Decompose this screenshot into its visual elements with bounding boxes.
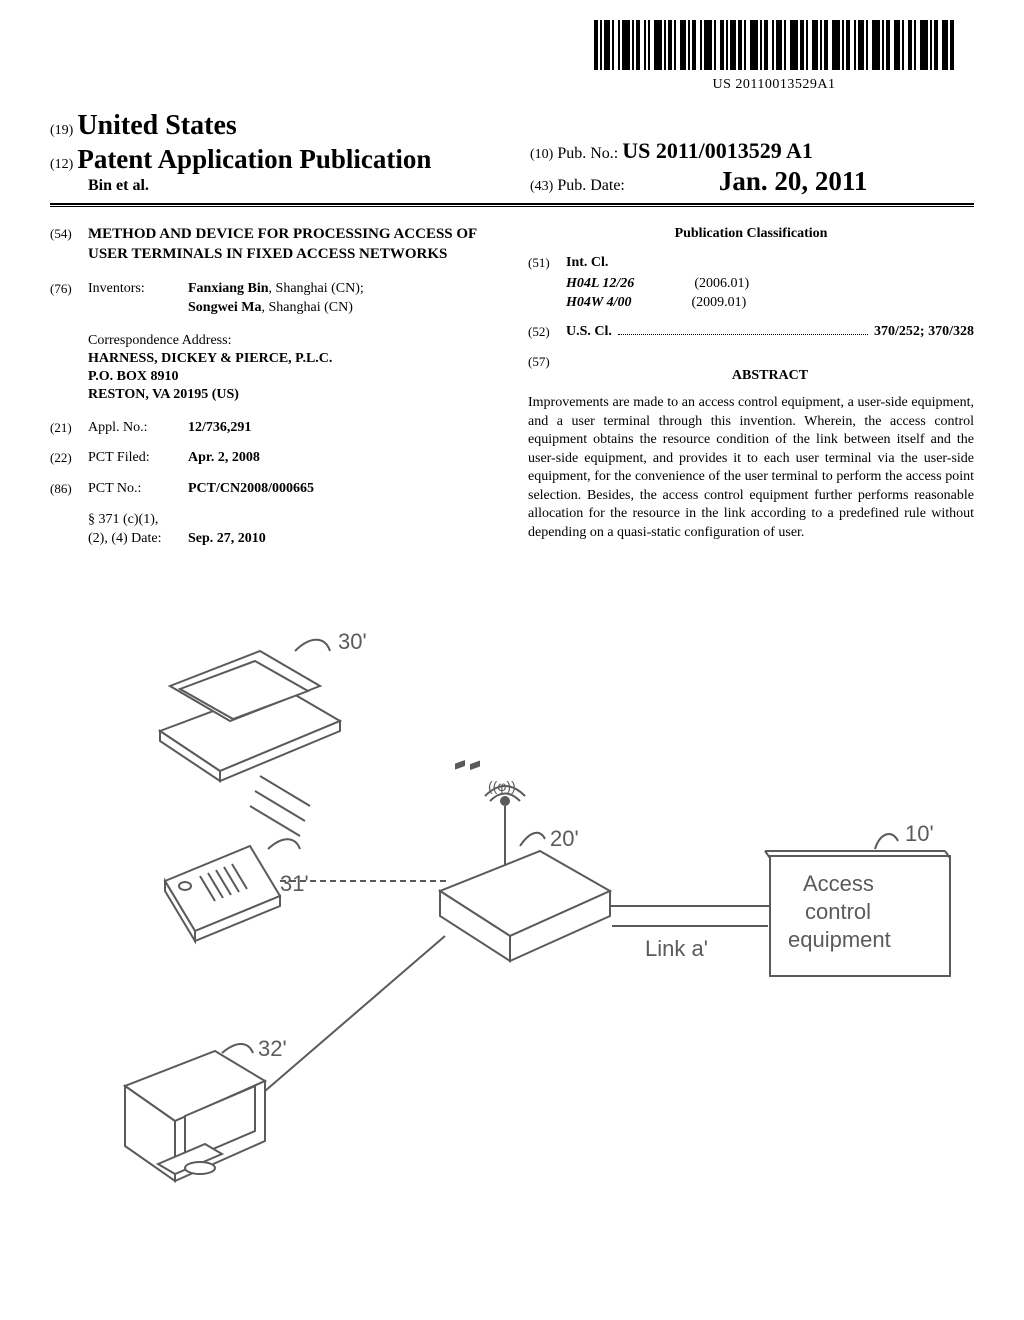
svg-text:((φ)): ((φ))	[488, 778, 516, 794]
divider-thin	[50, 206, 974, 207]
laptop-icon	[160, 651, 340, 781]
inventors-value: Fanxiang Bin, Shanghai (CN); Songwei Ma,…	[188, 280, 496, 318]
inventor-1-name: Fanxiang Bin	[188, 281, 269, 296]
appl-value: 12/736,291	[188, 419, 496, 438]
pub-date: Jan. 20, 2011	[719, 166, 868, 196]
label-10: 10'	[905, 821, 934, 846]
uscl-dots	[618, 323, 868, 335]
appl-num-tag: (21)	[50, 419, 88, 438]
inventors-field-num: (76)	[50, 280, 88, 318]
label-20: 20'	[550, 826, 579, 851]
access-control-box: Access control equipment	[765, 851, 950, 976]
leader-20	[520, 833, 545, 846]
intcl1-code: H04L 12/26	[566, 276, 634, 291]
inventor-1-loc: , Shanghai (CN);	[269, 281, 364, 296]
invention-title: METHOD AND DEVICE FOR PROCESSING ACCESS …	[88, 225, 496, 264]
header-43-prefix: (43)	[530, 179, 553, 194]
phone-icon	[165, 846, 280, 941]
correspondence-label: Correspondence Address:	[88, 332, 496, 350]
s371-label: § 371 (c)(1),	[88, 511, 158, 530]
pct-filed-tag: (22)	[50, 449, 88, 468]
s371-value: Sep. 27, 2010	[188, 530, 496, 549]
figure-svg: 30' 31'	[50, 591, 970, 1211]
header-12-prefix: (12)	[50, 157, 73, 172]
intcl-code-2: H04W 4/00 (2009.01)	[566, 294, 974, 313]
box-line3: equipment	[788, 927, 891, 952]
bibliographic-columns: (54) METHOD AND DEVICE FOR PROCESSING AC…	[50, 225, 974, 561]
intcl1-year: (2006.01)	[694, 276, 749, 291]
pct-filed-label: PCT Filed:	[88, 449, 188, 468]
s371-spacer	[50, 511, 88, 530]
publication-right-block: (10) Pub. No.: US 2011/0013529 A1 (43) P…	[530, 138, 867, 197]
pub-classification-title: Publication Classification	[528, 225, 974, 244]
intcl-tag: (51)	[528, 254, 566, 273]
barcode-area: US 20110013529A1	[594, 20, 954, 93]
inventors-label: Inventors:	[88, 280, 188, 318]
correspondence-address: Correspondence Address: HARNESS, DICKEY …	[88, 332, 496, 405]
intcl-label: Int. Cl.	[566, 254, 608, 273]
box-line1: Access	[803, 871, 874, 896]
header-43-label: Pub. Date:	[557, 177, 625, 194]
abstract-title: ABSTRACT	[566, 367, 974, 386]
header-country: United States	[77, 110, 236, 141]
correspondence-name: HARNESS, DICKEY & PIERCE, P.L.C.	[88, 350, 496, 368]
box-line2: control	[805, 899, 871, 924]
header-10-prefix: (10)	[530, 147, 553, 162]
pct-no-value: PCT/CN2008/000665	[188, 480, 496, 499]
inventor-2-name: Songwei Ma	[188, 300, 262, 315]
pct-no-tag: (86)	[50, 480, 88, 499]
gateway-icon: ((φ))	[440, 760, 610, 961]
correspondence-line3: RESTON, VA 20195 (US)	[88, 386, 496, 404]
s371-spacer2	[50, 530, 88, 549]
header-10-label: Pub. No.:	[557, 145, 618, 162]
desktop-icon	[125, 1051, 265, 1181]
abstract-tag: (57)	[528, 353, 566, 394]
right-column: Publication Classification (51) Int. Cl.…	[528, 225, 974, 561]
uscl-tag: (52)	[528, 323, 566, 342]
barcode-svg	[594, 20, 954, 70]
patent-figure: 30' 31'	[50, 591, 974, 1211]
label-30: 30'	[338, 629, 367, 654]
intcl2-code: H04W 4/00	[566, 295, 631, 310]
inventor-2-loc: , Shanghai (CN)	[262, 300, 353, 315]
title-field-num: (54)	[50, 225, 88, 264]
label-31: 31'	[280, 871, 309, 896]
leader-32	[222, 1044, 253, 1053]
left-column: (54) METHOD AND DEVICE FOR PROCESSING AC…	[50, 225, 496, 561]
pct-no-label: PCT No.:	[88, 480, 188, 499]
header-19-prefix: (19)	[50, 123, 73, 138]
s371-label2: (2), (4) Date:	[88, 530, 188, 549]
correspondence-line2: P.O. BOX 8910	[88, 368, 496, 386]
uscl-label: U.S. Cl.	[566, 323, 612, 342]
intcl-code-1: H04L 12/26 (2006.01)	[566, 275, 974, 294]
pub-number: US 2011/0013529 A1	[622, 138, 813, 163]
abstract-text: Improvements are made to an access contr…	[528, 394, 974, 542]
intcl2-year: (2009.01)	[691, 295, 746, 310]
appl-label: Appl. No.:	[88, 419, 188, 438]
leader-30	[295, 640, 330, 651]
divider-thick	[50, 203, 974, 205]
leader-10	[875, 834, 898, 849]
label-link: Link a'	[645, 936, 708, 961]
uscl-value: 370/252; 370/328	[874, 323, 974, 342]
pct-filed-value: Apr. 2, 2008	[188, 449, 496, 468]
barcode-number: US 20110013529A1	[594, 77, 954, 93]
leader-31	[268, 839, 300, 849]
label-32: 32'	[258, 1036, 287, 1061]
header-pub-title: Patent Application Publication	[77, 144, 431, 174]
